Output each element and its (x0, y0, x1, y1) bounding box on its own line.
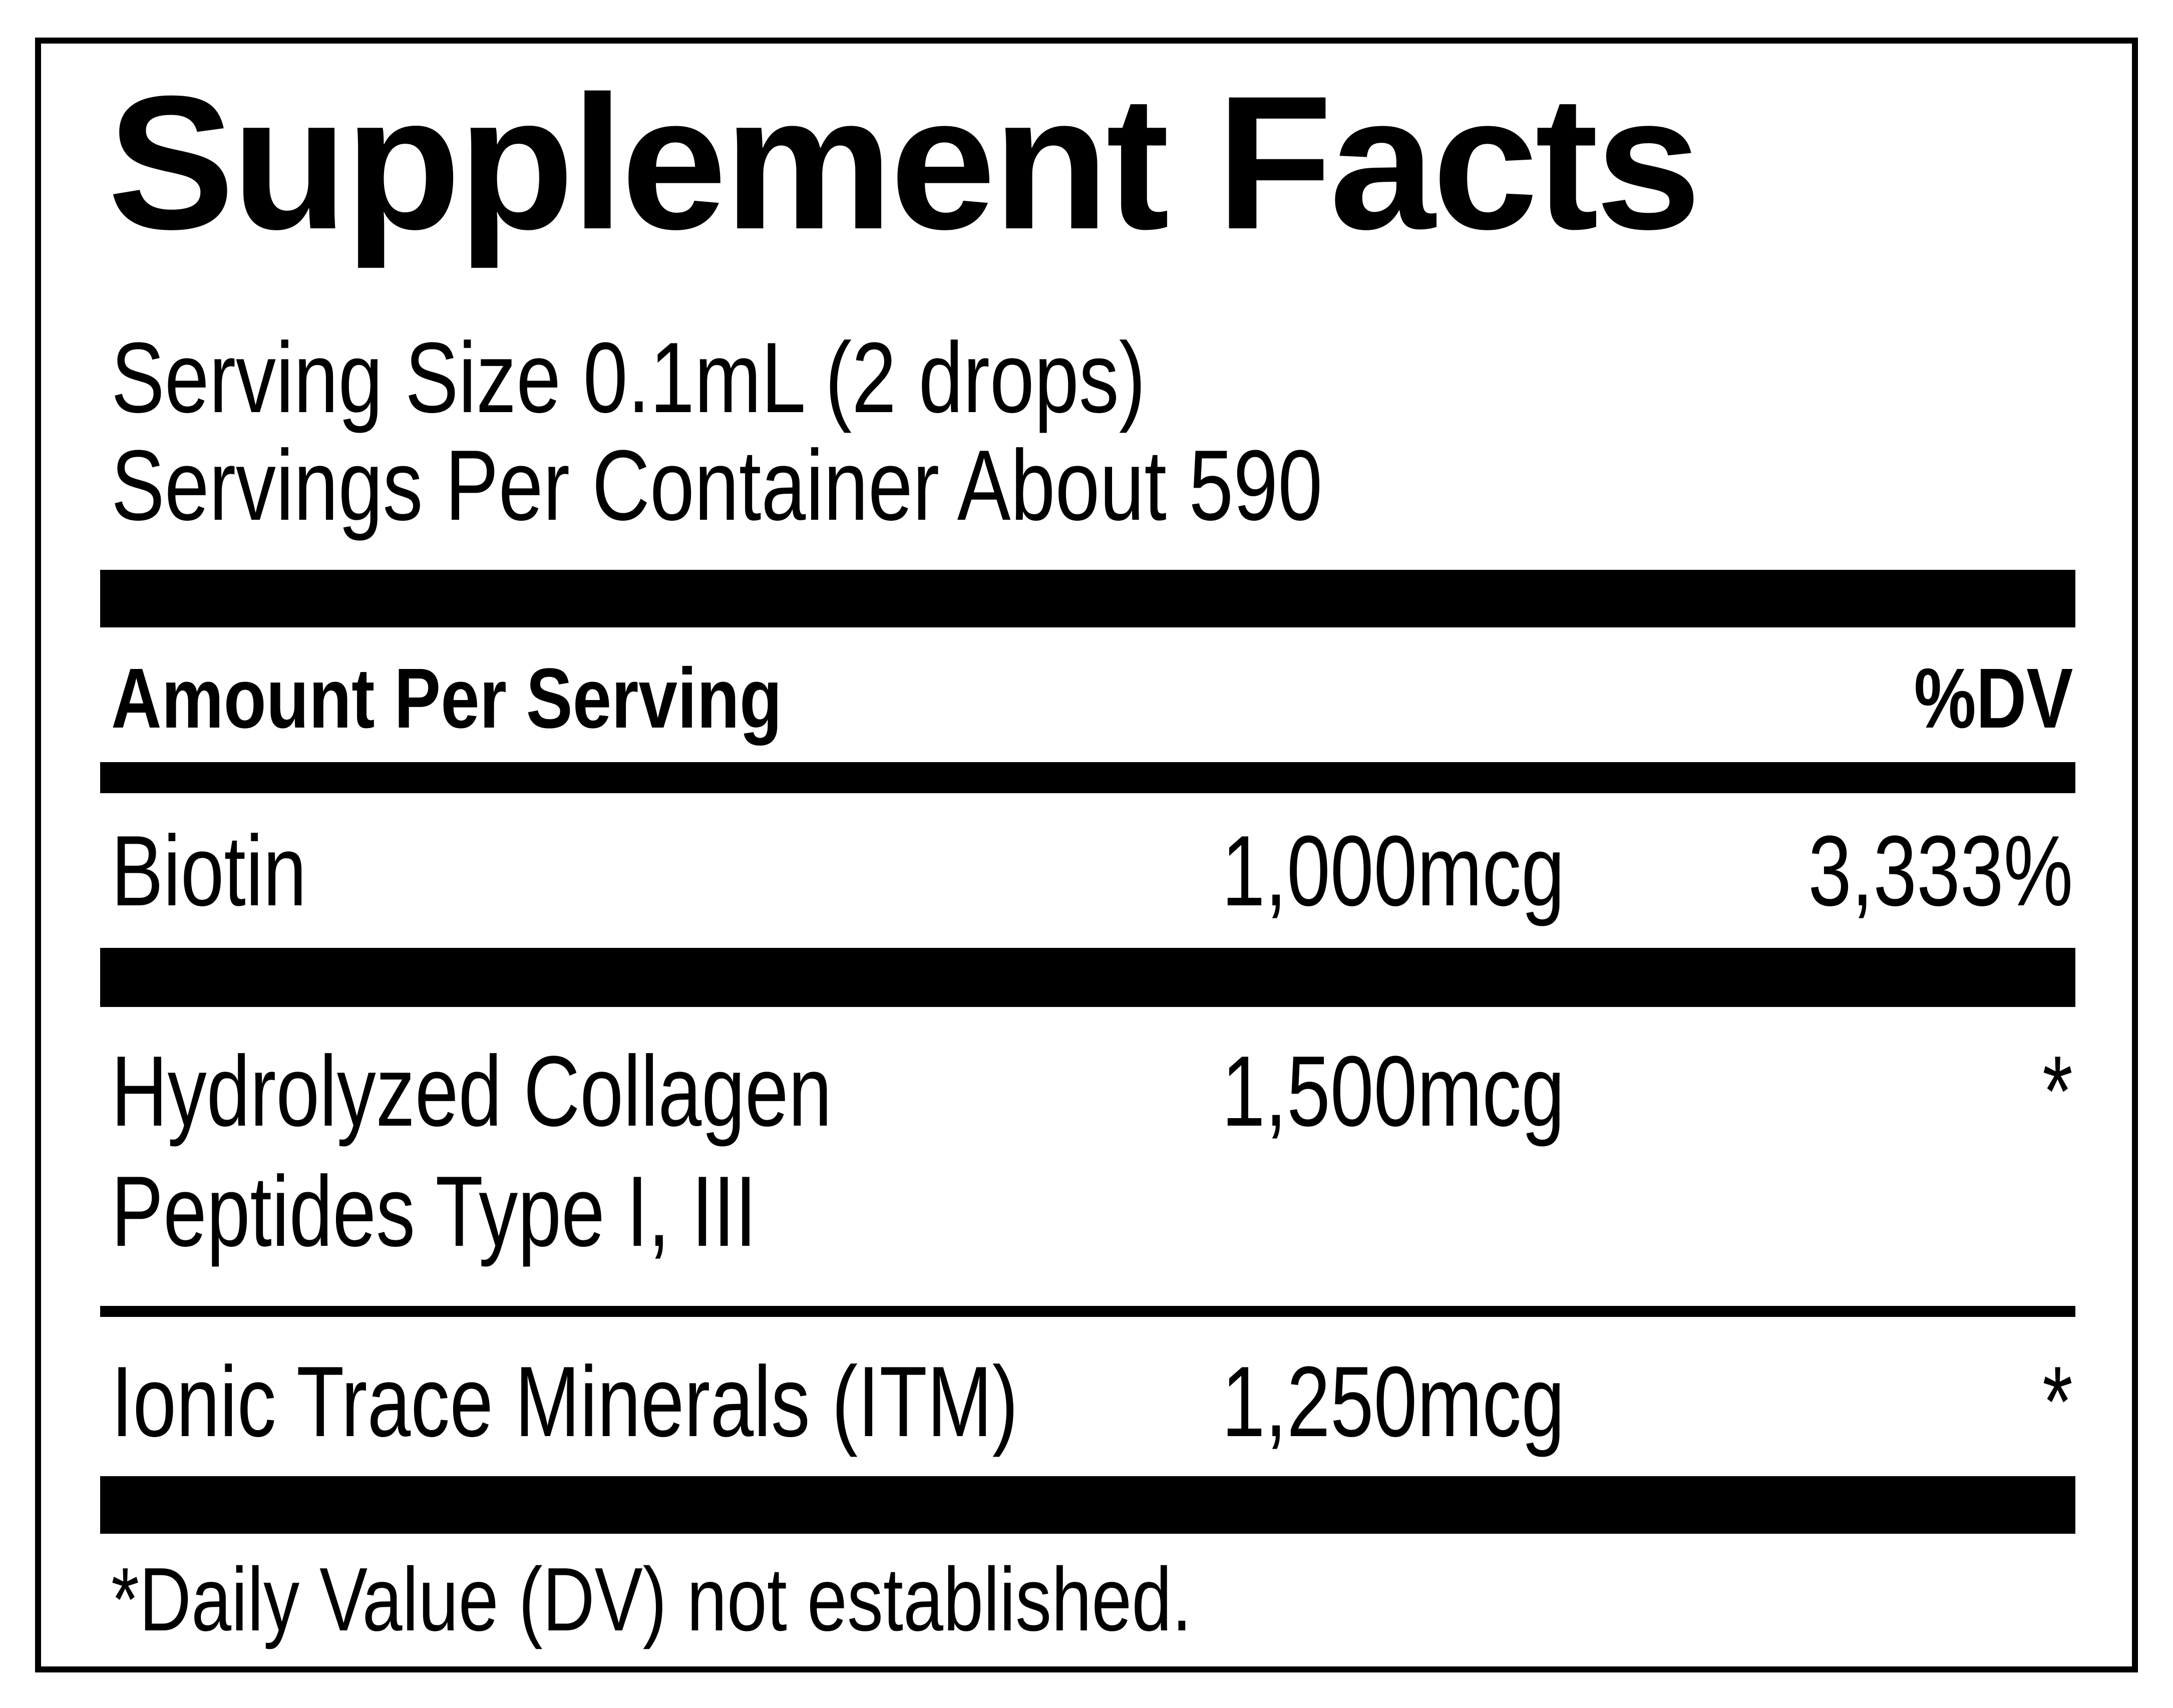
thick-divider-bottom (100, 1476, 2075, 1534)
dv-header: %DV (1914, 651, 2073, 746)
nutrient-name-collagen-line2: Peptides Type I, III (111, 1156, 757, 1267)
nutrient-dv-biotin: 3,333% (1807, 815, 2073, 927)
label-title: Supplement Facts (108, 56, 1701, 269)
nutrient-amount-ionic-trace-minerals: 1,250mcg (1222, 1346, 1565, 1458)
nutrient-name-ionic-trace-minerals: Ionic Trace Minerals (ITM) (111, 1346, 1018, 1458)
amount-per-serving-header: Amount Per Serving (111, 651, 783, 746)
nutrient-name-collagen-line1: Hydrolyzed Collagen (111, 1036, 832, 1147)
thick-divider-top (100, 570, 2075, 627)
label-frame (35, 38, 2138, 1672)
nutrient-dv-ionic-trace-minerals: * (2042, 1346, 2073, 1458)
serving-size: Serving Size 0.1mL (2 drops) (111, 322, 1146, 434)
nutrient-amount-collagen: 1,500mcg (1222, 1036, 1565, 1147)
nutrient-amount-biotin: 1,000mcg (1222, 815, 1565, 927)
nutrient-name-biotin: Biotin (111, 815, 307, 927)
servings-per-container: Servings Per Container About 590 (111, 430, 1323, 541)
divider-under-header (100, 762, 2075, 793)
nutrient-dv-collagen: * (2042, 1036, 2073, 1147)
thick-divider-after-biotin (100, 948, 2075, 1007)
footnote: *Daily Value (DV) not established. (111, 1549, 1192, 1650)
thin-divider (100, 1306, 2075, 1317)
